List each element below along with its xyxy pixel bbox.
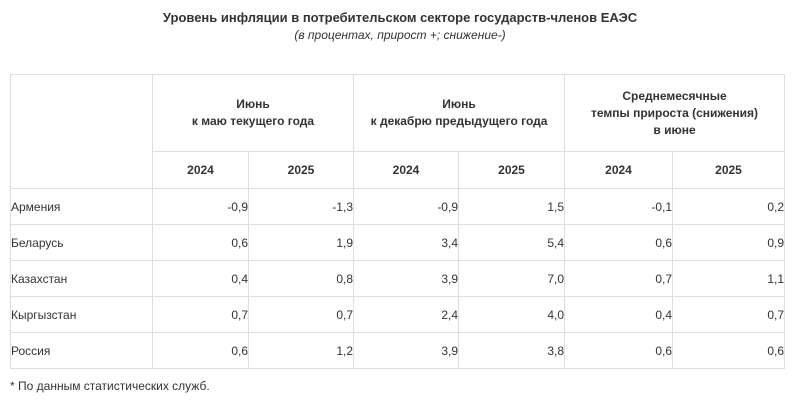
value-cell: -0,9 — [152, 188, 249, 225]
value-cell: 7,0 — [457, 260, 566, 297]
value-cell: 5,4 — [457, 224, 566, 261]
country-cell: Россия — [10, 332, 153, 369]
value-cell: 0,7 — [564, 260, 674, 297]
value-cell: 0,4 — [564, 296, 674, 333]
header-year: 2025 — [672, 151, 786, 189]
value-cell: 3,9 — [353, 332, 459, 369]
value-cell: 0,6 — [152, 332, 249, 369]
value-cell: 2,4 — [353, 296, 459, 333]
header-corner-cell — [10, 74, 153, 189]
header-group-december: Июнь к декабрю предыдущего года — [352, 74, 566, 152]
value-cell: 1,9 — [248, 224, 354, 261]
country-cell: Беларусь — [10, 224, 153, 261]
header-group-label: Среднемесячные — [622, 88, 727, 103]
value-cell: 0,6 — [564, 332, 674, 369]
page-subtitle: (в процентах, прирост +; снижение-) — [294, 28, 506, 42]
header-group-label: Июнь — [442, 97, 476, 111]
header-year: 2025 — [457, 151, 566, 189]
table-row: Беларусь 0,6 1,9 3,4 5,4 0,6 0,9 — [10, 224, 786, 261]
value-cell: 0,4 — [152, 260, 249, 297]
header-group-monthly-average: Среднемесячные темпы прироста (снижения)… — [564, 74, 786, 152]
value-cell: 0,6 — [564, 224, 674, 261]
inflation-table: Июнь к маю текущего года Июнь к декабрю … — [10, 74, 786, 369]
country-cell: Казахстан — [10, 260, 153, 297]
value-cell: 0,8 — [248, 260, 354, 297]
footnote: * По данным статистических служб. — [10, 379, 210, 393]
value-cell: 0,7 — [152, 296, 249, 333]
value-cell: 0,9 — [672, 224, 786, 261]
country-cell: Кыргызстан — [10, 296, 153, 333]
value-cell: 3,9 — [353, 260, 459, 297]
header-group-label: Июнь — [236, 97, 270, 111]
value-cell: 0,7 — [248, 296, 354, 333]
table-row: Россия 0,6 1,2 3,9 3,8 0,6 0,6 — [10, 332, 786, 369]
header-year: 2024 — [152, 151, 249, 189]
value-cell: 4,0 — [457, 296, 566, 333]
value-cell: -0,1 — [564, 188, 674, 225]
header-group-label: к декабрю предыдущего года — [370, 114, 548, 128]
value-cell: 1,2 — [248, 332, 354, 369]
value-cell: 3,4 — [353, 224, 459, 261]
value-cell: 0,7 — [672, 296, 786, 333]
header-year: 2024 — [353, 151, 459, 189]
value-cell: -0,9 — [353, 188, 459, 225]
header-group-label: к маю текущего года — [191, 114, 315, 128]
page-title: Уровень инфляции в потребительском секто… — [162, 10, 638, 25]
table-row: Кыргызстан 0,7 0,7 2,4 4,0 0,4 0,7 — [10, 296, 786, 333]
header-year: 2025 — [248, 151, 354, 189]
value-cell: 0,6 — [152, 224, 249, 261]
value-cell: 1,1 — [672, 260, 786, 297]
header-group-may: Июнь к маю текущего года — [152, 74, 354, 152]
value-cell: 3,8 — [457, 332, 566, 369]
country-cell: Армения — [10, 188, 153, 225]
table-row: Казахстан 0,4 0,8 3,9 7,0 0,7 1,1 — [10, 260, 786, 297]
value-cell: 0,2 — [672, 188, 786, 225]
header-year: 2024 — [564, 151, 674, 189]
value-cell: 0,6 — [672, 332, 786, 369]
header-group-label: темпы прироста (снижения) — [590, 105, 759, 120]
table-row: Армения -0,9 -1,3 -0,9 1,5 -0,1 0,2 — [10, 188, 786, 225]
value-cell: -1,3 — [248, 188, 354, 225]
header-group-label: в июне — [653, 122, 696, 137]
value-cell: 1,5 — [457, 188, 566, 225]
